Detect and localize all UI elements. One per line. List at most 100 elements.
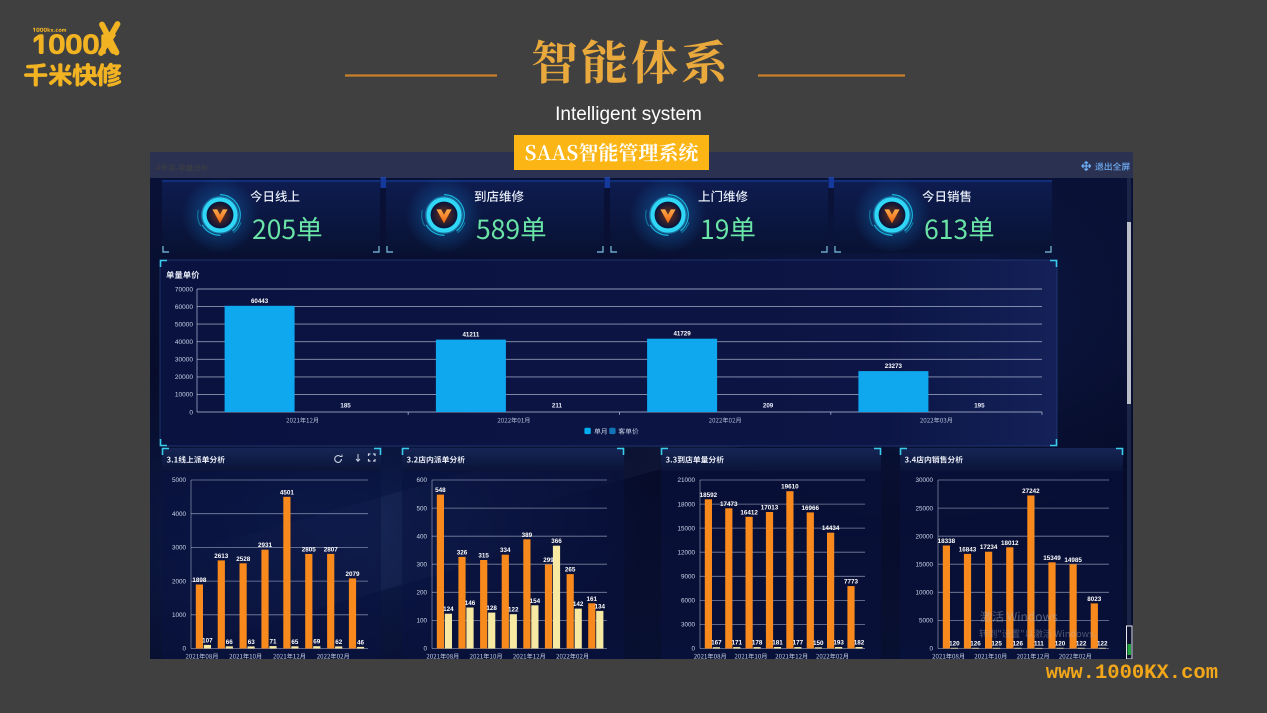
svg-text:125: 125: [991, 640, 1002, 647]
svg-text:20000: 20000: [175, 374, 193, 381]
svg-text:146: 146: [465, 600, 476, 607]
svg-text:41729: 41729: [673, 331, 691, 338]
svg-text:107: 107: [202, 637, 213, 644]
svg-text:193: 193: [833, 640, 844, 647]
svg-text:2807: 2807: [324, 546, 339, 553]
svg-text:2000: 2000: [172, 578, 187, 585]
svg-text:62: 62: [335, 639, 343, 646]
svg-text:167: 167: [711, 640, 722, 647]
svg-text:0: 0: [929, 646, 933, 653]
svg-text:400: 400: [416, 533, 427, 540]
svg-text:41211: 41211: [462, 332, 479, 339]
svg-text:2528: 2528: [236, 556, 251, 563]
svg-text:195: 195: [974, 403, 985, 410]
svg-text:40000: 40000: [175, 339, 193, 346]
svg-text:16843: 16843: [959, 546, 977, 553]
svg-text:17473: 17473: [720, 501, 738, 508]
svg-text:30000: 30000: [175, 357, 193, 364]
svg-text:326: 326: [457, 549, 468, 556]
svg-text:17013: 17013: [761, 505, 779, 512]
svg-text:142: 142: [573, 601, 584, 608]
svg-text:60000: 60000: [175, 304, 193, 311]
svg-text:171: 171: [732, 640, 743, 647]
svg-text:178: 178: [752, 640, 763, 647]
svg-text:150: 150: [813, 640, 824, 647]
svg-text:4000: 4000: [172, 511, 187, 518]
svg-text:111: 111: [1034, 640, 1044, 647]
svg-text:16412: 16412: [740, 509, 758, 516]
svg-text:6000: 6000: [681, 598, 696, 605]
svg-text:181: 181: [772, 640, 783, 647]
svg-text:366: 366: [551, 538, 562, 545]
svg-text:177: 177: [793, 640, 804, 647]
svg-text:16966: 16966: [802, 505, 820, 512]
svg-text:211: 211: [552, 403, 563, 410]
svg-text:126: 126: [970, 640, 981, 647]
svg-text:299: 299: [543, 557, 554, 564]
svg-text:1898: 1898: [192, 577, 207, 584]
svg-text:154: 154: [530, 598, 541, 605]
svg-text:21000: 21000: [677, 477, 695, 484]
svg-text:200: 200: [416, 590, 427, 597]
svg-text:46: 46: [357, 639, 365, 646]
svg-text:2805: 2805: [302, 547, 317, 554]
svg-text:0: 0: [423, 646, 427, 653]
svg-text:182: 182: [854, 640, 865, 647]
svg-text:71: 71: [269, 639, 277, 646]
svg-text:4501: 4501: [280, 489, 295, 496]
svg-text:600: 600: [416, 477, 427, 484]
svg-text:120: 120: [1055, 640, 1066, 647]
svg-text:69: 69: [313, 639, 321, 646]
svg-text:334: 334: [500, 547, 511, 554]
svg-text:5000: 5000: [172, 477, 187, 484]
svg-text:120: 120: [949, 640, 960, 647]
svg-text:1000: 1000: [172, 612, 187, 619]
svg-text:18000: 18000: [677, 501, 695, 508]
svg-text:63: 63: [248, 639, 256, 646]
svg-text:19610: 19610: [781, 484, 799, 491]
svg-text:8023: 8023: [1087, 596, 1102, 603]
svg-text:0: 0: [182, 646, 186, 653]
svg-text:65: 65: [291, 639, 299, 646]
svg-text:27242: 27242: [1022, 488, 1040, 495]
svg-text:10000: 10000: [175, 392, 193, 399]
svg-text:2613: 2613: [214, 553, 229, 560]
svg-text:500: 500: [416, 505, 427, 512]
svg-text:5000: 5000: [919, 618, 934, 625]
svg-text:70000: 70000: [175, 286, 193, 293]
svg-text:315: 315: [478, 553, 489, 560]
svg-text:15349: 15349: [1043, 555, 1061, 562]
svg-text:209: 209: [763, 403, 774, 410]
svg-text:126: 126: [1013, 640, 1024, 647]
svg-text:0: 0: [189, 409, 193, 416]
svg-text:20000: 20000: [915, 533, 933, 540]
svg-text:66: 66: [226, 639, 234, 646]
svg-text:2931: 2931: [258, 542, 273, 549]
svg-text:18012: 18012: [1001, 540, 1019, 547]
svg-text:9000: 9000: [681, 574, 696, 581]
svg-text:300: 300: [416, 561, 427, 568]
svg-text:17234: 17234: [980, 544, 998, 551]
svg-text:134: 134: [595, 603, 606, 610]
svg-text:161: 161: [587, 596, 598, 603]
svg-text:0: 0: [691, 646, 695, 653]
svg-text:122: 122: [508, 607, 519, 614]
svg-text:60443: 60443: [251, 298, 269, 305]
svg-text:14985: 14985: [1064, 557, 1082, 564]
svg-text:389: 389: [522, 532, 533, 539]
svg-text:122: 122: [1076, 640, 1087, 647]
svg-text:122: 122: [1097, 640, 1108, 647]
svg-text:23273: 23273: [885, 363, 903, 370]
svg-text:124: 124: [443, 606, 454, 613]
svg-text:18338: 18338: [938, 538, 956, 545]
svg-text:100: 100: [416, 618, 427, 625]
svg-text:2079: 2079: [345, 571, 360, 578]
svg-text:10000: 10000: [915, 590, 933, 597]
svg-text:3000: 3000: [172, 545, 187, 552]
svg-text:265: 265: [565, 567, 576, 574]
svg-text:128: 128: [486, 605, 497, 612]
svg-text:185: 185: [340, 403, 351, 410]
svg-text:50000: 50000: [175, 321, 193, 328]
svg-text:18592: 18592: [700, 492, 718, 499]
svg-text:15000: 15000: [677, 525, 695, 532]
